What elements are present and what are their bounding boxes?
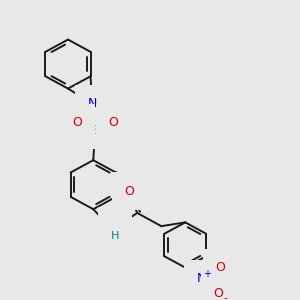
Text: O: O [72,116,82,129]
Text: O: O [213,287,223,300]
Text: O: O [108,116,118,129]
Text: N: N [88,97,97,110]
Text: H: H [111,231,119,241]
Text: N: N [196,272,206,285]
Text: O: O [215,261,225,274]
Text: +: + [203,269,211,279]
Text: -: - [223,293,227,300]
Text: N: N [111,220,120,232]
Text: S: S [91,124,99,136]
Text: O: O [124,185,134,198]
